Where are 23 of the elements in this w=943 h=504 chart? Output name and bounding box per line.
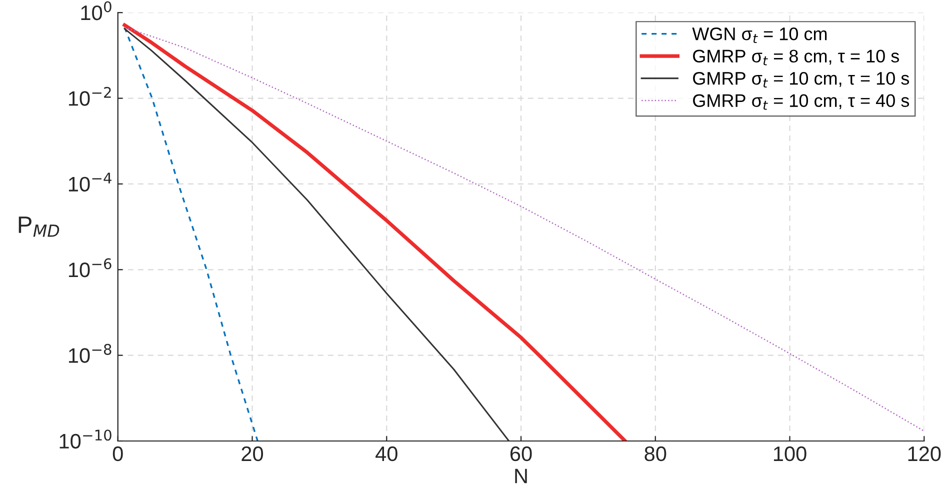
x-tick-label: 120: [908, 446, 941, 462]
y-tick-label: 10$^{−8}$: [68, 344, 112, 363]
legend-label: GMRP σ$_{t}$ = 10 cm, τ = 10 s: [693, 72, 910, 88]
y-tick-label: 10$^{−6}$: [68, 258, 112, 278]
line-series: [124, 26, 258, 441]
legend-label: GMRP σ$_{t}$ = 10 cm, τ = 40 s: [693, 94, 910, 110]
y-tick-label: 10$^{0}$: [81, 1, 112, 20]
x-tick-label: 40: [376, 446, 398, 462]
y-tick-label: 10$^{−10}$: [60, 430, 112, 449]
x-tick-label: 0: [112, 446, 123, 462]
x-tick-label: 60: [510, 446, 532, 462]
x-tick-label: 80: [644, 446, 666, 462]
legend-label: WGN σ$_{t}$ = 10 cm: [692, 27, 827, 44]
y-axis-title: P$_{MD}$: [18, 216, 60, 237]
line-series: [124, 28, 510, 441]
x-axis-title: N: [515, 468, 527, 484]
line-series: [124, 26, 924, 432]
y-tick-label: 10$^{−2}$: [68, 86, 111, 106]
line-series: [122, 23, 627, 441]
legend-label: GMRP σ$_{t}$ = 8 cm, τ = 10 s: [693, 50, 899, 66]
x-tick-label: 20: [242, 446, 264, 462]
y-tick-label: 10$^{−4}$: [68, 172, 112, 192]
x-tick-label: 100: [774, 446, 806, 462]
